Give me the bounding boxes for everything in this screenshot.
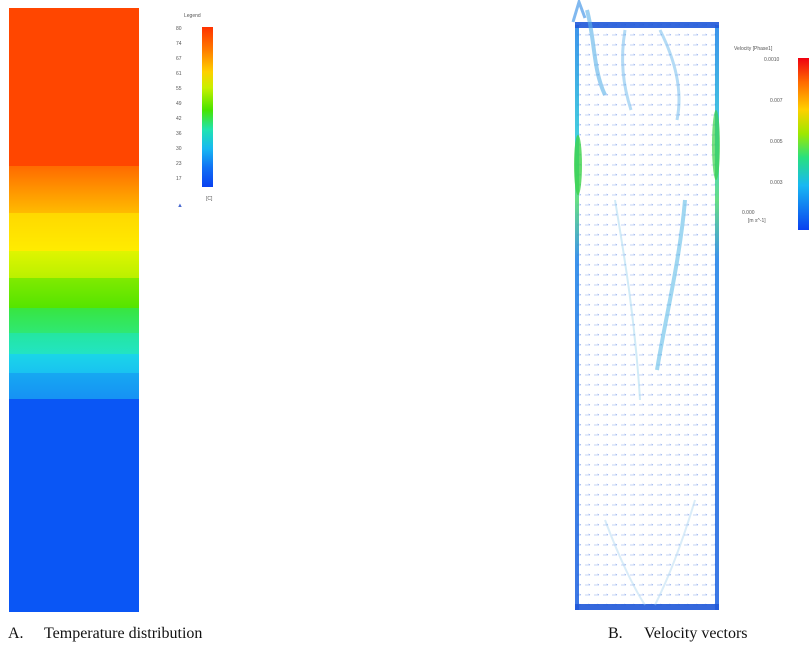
- band-cyan-green: [9, 333, 139, 357]
- band-green: [9, 278, 139, 312]
- legend-tick: 0.005: [770, 139, 783, 145]
- caption-a: A. Temperature distribution: [8, 625, 202, 643]
- temperature-panel: Legend 80 74 67 61 55 49 42 36 30 23 17 …: [0, 0, 400, 653]
- legend-title: Legend: [184, 13, 201, 19]
- velocity-legend: Velocity [Phase1] 0.0010 0.007 0.005 0.0…: [734, 46, 812, 246]
- legend-tick: 17: [176, 176, 182, 182]
- band-light-blue: [9, 373, 139, 401]
- band-hot: [9, 8, 139, 168]
- temperature-legend: Legend 80 74 67 61 55 49 42 36 30 23 17 …: [176, 13, 226, 213]
- temperature-contour: [9, 8, 139, 612]
- velocity-panel: Velocity [Phase1] 0.0010 0.007 0.005 0.0…: [400, 0, 812, 653]
- caption-b-text: Velocity vectors: [644, 625, 748, 642]
- band-cyan: [9, 354, 139, 376]
- legend-tick: 0.000: [742, 210, 755, 216]
- legend-tick: 0.003: [770, 180, 783, 186]
- legend-tick: 42: [176, 116, 182, 122]
- legend-tick: 67: [176, 56, 182, 62]
- band-blue: [9, 399, 139, 612]
- legend-tick: 49: [176, 101, 182, 107]
- legend-unit: [C]: [206, 196, 213, 202]
- band-yellow-green: [9, 251, 139, 281]
- band-yellow: [9, 213, 139, 255]
- legend-tick: 30: [176, 146, 182, 152]
- band-orange: [9, 166, 139, 216]
- legend-tick: 80: [176, 26, 182, 32]
- velocity-legend-title: Velocity [Phase1]: [734, 46, 773, 52]
- velocity-colorbar: [798, 58, 809, 230]
- legend-axis-marker: ▲: [177, 203, 183, 209]
- legend-tick: 74: [176, 41, 182, 47]
- caption-b: B. Velocity vectors: [608, 625, 748, 643]
- legend-tick: 23: [176, 161, 182, 167]
- temperature-colorbar: [202, 27, 213, 187]
- velocity-legend-unit: [m s^-1]: [748, 218, 766, 224]
- caption-a-text: Temperature distribution: [44, 625, 203, 642]
- caption-a-letter: A.: [8, 625, 24, 642]
- caption-b-letter: B.: [608, 625, 623, 642]
- legend-tick: 55: [176, 86, 182, 92]
- legend-tick: 36: [176, 131, 182, 137]
- legend-tick: 0.007: [770, 98, 783, 104]
- legend-tick: 0.0010: [764, 57, 780, 63]
- velocity-vector-field: [571, 0, 720, 612]
- band-green2: [9, 308, 139, 336]
- legend-tick: 61: [176, 71, 182, 77]
